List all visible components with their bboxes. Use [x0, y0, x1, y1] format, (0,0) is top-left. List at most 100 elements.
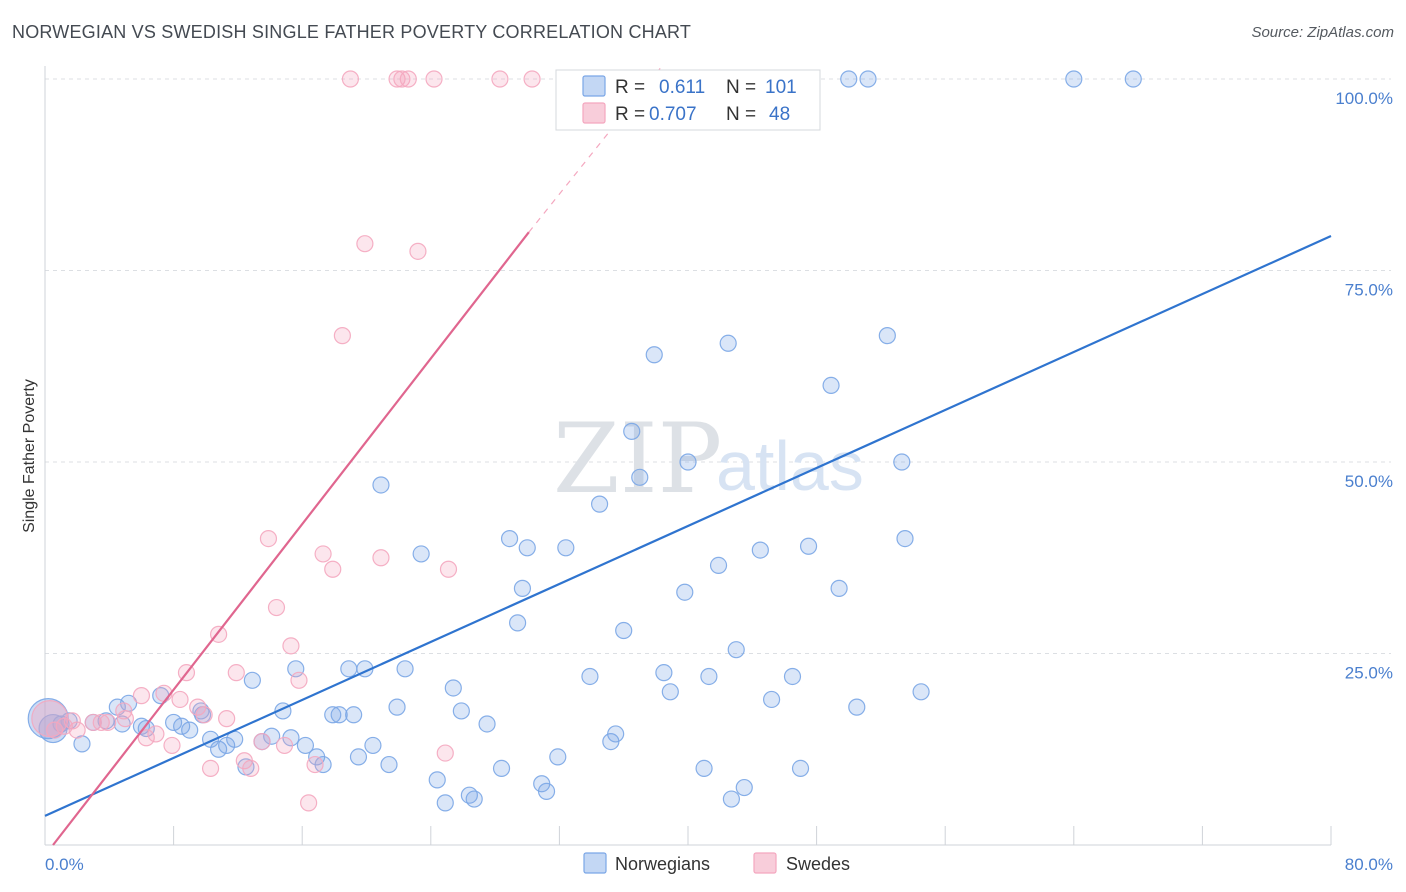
- norwegians-point-82: [822, 376, 840, 394]
- watermark-atlas-text: atlas: [716, 427, 864, 505]
- swedes-point-16: [201, 759, 220, 778]
- norwegians-point-39: [388, 698, 406, 716]
- legend-label-norwegians: Norwegians: [615, 854, 710, 874]
- norwegians-point-81: [799, 537, 818, 555]
- swedes-point-30: [314, 545, 332, 563]
- swedes-point-34: [356, 235, 374, 253]
- swedes-point-23: [259, 529, 278, 548]
- norwegians-point-65: [645, 346, 663, 364]
- norwegians-point-86: [893, 453, 911, 471]
- stats-r-label-norwegians: R =: [615, 77, 645, 98]
- norwegians-point-62: [615, 621, 633, 640]
- norwegians-point-68: [676, 583, 694, 601]
- swedes-point-33: [341, 70, 360, 88]
- swedes-point-29: [306, 755, 324, 774]
- norwegians-point-59: [590, 495, 609, 513]
- page-title: NORWEGIAN VS SWEDISH SINGLE FATHER POVER…: [12, 22, 692, 42]
- norwegians-point-38: [380, 755, 398, 774]
- stats-n-label-swedes: N =: [726, 104, 756, 125]
- norwegians-point-57: [557, 539, 575, 557]
- norwegians-point-15: [181, 721, 199, 739]
- swedes-trend-line: [52, 231, 530, 846]
- norwegians-point-96: [859, 70, 877, 88]
- norwegians-point-36: [364, 736, 382, 755]
- norwegians-point-83: [830, 579, 848, 597]
- legend-swatch-swedes: [753, 852, 777, 874]
- stats-r-value-swedes: 0.707: [649, 104, 697, 125]
- grid-lines: [45, 78, 1391, 654]
- norwegians-point-72: [709, 556, 728, 575]
- swedes-point-46: [116, 710, 134, 728]
- swedes-point-11: [163, 736, 181, 755]
- norwegians-point-78: [762, 690, 781, 709]
- norwegians-point-79: [783, 667, 802, 686]
- norwegians-point-84: [848, 698, 866, 716]
- x-tick-label-1: 80.0%: [1345, 855, 1393, 874]
- norwegians-point-77: [751, 541, 769, 559]
- swedes-point-24: [267, 598, 286, 617]
- norwegians-point-63: [623, 422, 641, 440]
- swedes-point-37: [393, 70, 411, 88]
- norwegians-point-49: [492, 759, 511, 778]
- norwegians-point-13: [165, 713, 183, 732]
- y-axis-label: Single Father Poverty: [21, 379, 38, 533]
- swedes-point-15: [195, 706, 213, 724]
- swedes-point-26: [282, 637, 300, 655]
- norwegians-point-98: [1124, 70, 1142, 88]
- y-tick-label-0: 25.0%: [1345, 664, 1393, 683]
- swedes-point-8: [137, 729, 155, 747]
- norwegians-point-75: [727, 641, 745, 659]
- norwegians-point-52: [513, 579, 532, 597]
- norwegians-point-53: [518, 539, 536, 557]
- norwegians-point-34: [349, 748, 368, 766]
- stats-r-value-norwegians: 0.611: [659, 77, 705, 98]
- swedes-point-44: [523, 70, 541, 88]
- norwegians-point-56: [549, 748, 567, 766]
- x-tick-label-0: 0.0%: [45, 855, 84, 874]
- norwegians-point-50: [500, 529, 519, 548]
- stats-n-label-norwegians: N =: [726, 77, 756, 98]
- norwegians-point-43: [436, 794, 454, 812]
- stats-n-value-swedes: 48: [769, 104, 790, 125]
- norwegians-point-55: [537, 782, 556, 800]
- norwegians-point-42: [428, 771, 446, 789]
- watermark: ZIP atlas: [553, 403, 864, 515]
- norwegians-point-11: [137, 719, 155, 738]
- swedes-point-28: [300, 794, 318, 812]
- axes: 25.0% 50.0% 75.0% 100.0% 0.0% 80.0%: [44, 66, 1393, 874]
- swedes-point-12: [171, 690, 189, 709]
- swedes-point-7: [132, 687, 151, 705]
- swedes-point-43: [491, 70, 509, 88]
- swedes-point-47: [63, 712, 81, 730]
- norwegians-point-97: [1065, 70, 1083, 88]
- swedes-point-40: [425, 70, 443, 88]
- norwegians-point-67: [661, 683, 679, 701]
- norwegians-point-85: [878, 327, 896, 345]
- swedes-point-9: [147, 725, 165, 743]
- swedes-point-18: [218, 710, 236, 728]
- norwegians-point-87: [896, 529, 914, 548]
- norwegians-point-47: [465, 790, 483, 808]
- stats-swatch-swedes: [582, 102, 606, 124]
- norwegians-point-28: [296, 736, 315, 755]
- norwegians-point-45: [452, 702, 470, 720]
- stats-r-label-swedes: R =: [615, 104, 645, 125]
- norwegians-point-48: [478, 715, 496, 733]
- swedes-point-5: [99, 713, 117, 732]
- norwegians-point-40: [396, 660, 414, 678]
- stats-swatch-norwegians: [582, 75, 606, 97]
- swedes-point-32: [333, 327, 351, 345]
- norwegians-point-22: [243, 671, 261, 689]
- swedes-point-27: [290, 671, 308, 689]
- swedes-point-35: [372, 549, 390, 567]
- swedes-point-39: [409, 242, 427, 260]
- swedes-point-41: [436, 744, 454, 762]
- norwegians-point-80: [791, 759, 810, 778]
- norwegians-point-76: [735, 778, 753, 797]
- norwegians-point-18: [210, 740, 228, 758]
- swedes-point-3: [68, 721, 86, 739]
- norwegians-point-73: [719, 334, 737, 352]
- norwegians-point-71: [700, 667, 718, 686]
- watermark-zip-text: ZIP: [553, 403, 722, 515]
